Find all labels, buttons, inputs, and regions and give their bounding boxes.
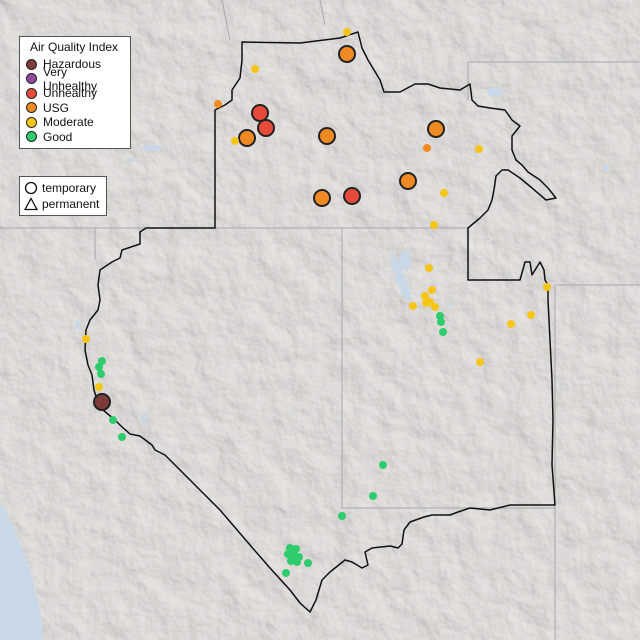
aqi-markers	[82, 28, 551, 577]
legend-item-moderate: Moderate	[26, 115, 124, 130]
monitor-moderate[interactable]	[527, 311, 535, 319]
monitor-good[interactable]	[98, 357, 106, 365]
monitor-good[interactable]	[379, 461, 387, 469]
monitor-usg-large[interactable]	[427, 120, 445, 138]
lakes	[75, 87, 610, 423]
type-label: temporary	[42, 181, 97, 195]
monitor-type-legend: temporary permanent	[19, 176, 107, 216]
monitor-moderate[interactable]	[431, 303, 439, 311]
circle-icon	[24, 181, 38, 195]
monitor-good[interactable]	[369, 492, 377, 500]
monitor-good[interactable]	[109, 416, 117, 424]
legend-label: Very Unhealthy	[42, 64, 98, 93]
monitor-good[interactable]	[282, 569, 290, 577]
monitor-moderate[interactable]	[425, 264, 433, 272]
monitor-moderate[interactable]	[82, 335, 90, 343]
ocean	[0, 500, 44, 640]
monitor-good[interactable]	[338, 512, 346, 520]
monitor-moderate[interactable]	[476, 358, 484, 366]
type-label: permanent	[42, 197, 100, 211]
legend-item-unhealthy: Unhealthy	[26, 86, 124, 101]
legend-item-temporary: temporary	[24, 180, 102, 196]
monitor-usg[interactable]	[423, 144, 431, 152]
monitor-moderate[interactable]	[343, 28, 351, 36]
legend-label: Moderate	[43, 115, 94, 130]
monitor-unhealthy-large[interactable]	[343, 187, 361, 205]
legend-item-permanent: permanent	[24, 196, 102, 212]
moderate-swatch	[26, 116, 37, 128]
legend-item-usg: USG	[26, 101, 124, 116]
unhealthy-swatch	[26, 87, 37, 99]
monitor-moderate[interactable]	[251, 65, 259, 73]
monitor-good[interactable]	[293, 558, 301, 566]
legend-item-good: Good	[26, 130, 124, 145]
monitor-moderate[interactable]	[95, 383, 103, 391]
good-swatch	[26, 131, 37, 143]
monitor-good[interactable]	[437, 318, 445, 326]
legend-item-very-unhealthy: Very Unhealthy	[26, 65, 124, 93]
monitor-moderate[interactable]	[231, 137, 239, 145]
monitor-good[interactable]	[118, 433, 126, 441]
monitor-good[interactable]	[95, 363, 103, 371]
monitor-good[interactable]	[439, 328, 447, 336]
monitor-unhealthy-large[interactable]	[251, 104, 269, 122]
triangle-icon	[24, 197, 38, 211]
monitor-usg-large[interactable]	[318, 127, 336, 145]
usg-swatch	[26, 102, 37, 114]
legend-label: USG	[43, 100, 70, 115]
monitor-usg-large[interactable]	[238, 129, 256, 147]
monitor-good[interactable]	[284, 550, 292, 558]
monitor-moderate[interactable]	[430, 221, 438, 229]
monitor-good[interactable]	[304, 559, 312, 567]
monitor-moderate[interactable]	[428, 286, 436, 294]
very-unhealthy-swatch	[26, 73, 37, 85]
monitor-moderate[interactable]	[422, 299, 430, 307]
monitor-usg-large[interactable]	[399, 172, 417, 190]
monitor-hazardous-large[interactable]	[93, 393, 111, 411]
monitor-moderate[interactable]	[421, 292, 429, 300]
legend-label: Good	[43, 129, 73, 144]
monitor-moderate[interactable]	[475, 145, 483, 153]
monitor-usg[interactable]	[214, 100, 222, 108]
legend-label: Hazardous	[43, 57, 102, 72]
monitor-moderate[interactable]	[409, 302, 417, 310]
monitor-usg-large[interactable]	[313, 189, 331, 207]
monitor-moderate[interactable]	[543, 283, 551, 291]
legend-item-hazardous: Hazardous	[26, 57, 124, 72]
monitor-moderate[interactable]	[507, 320, 515, 328]
monitor-good[interactable]	[287, 557, 295, 565]
monitor-moderate[interactable]	[440, 189, 448, 197]
monitor-good[interactable]	[97, 370, 105, 378]
monitor-good[interactable]	[436, 312, 444, 320]
monitor-usg-large[interactable]	[338, 45, 356, 63]
aqi-legend: Air Quality Index Hazardous Very Unhealt…	[19, 36, 131, 149]
legend-label: Unhealthy	[43, 86, 98, 101]
hazardous-swatch	[26, 58, 37, 70]
monitor-unhealthy-large[interactable]	[257, 119, 275, 137]
legend-title: Air Quality Index	[30, 40, 119, 54]
